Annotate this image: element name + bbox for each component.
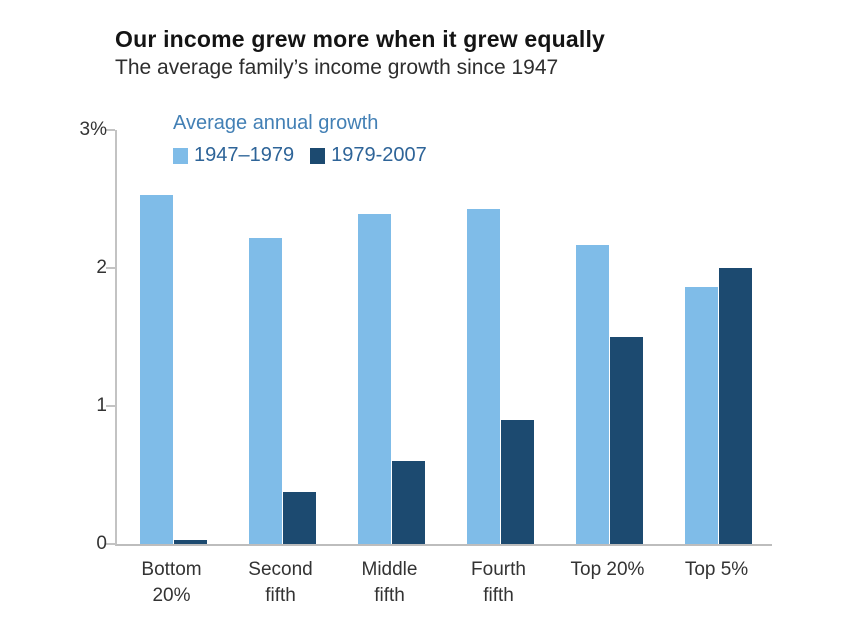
bar-1979-2007-top-5 bbox=[719, 268, 752, 544]
bar-group-second-fifth bbox=[249, 130, 317, 544]
x-axis-label-top-5: Top 5% bbox=[684, 559, 749, 580]
x-axis-label-top-20: Top 20% bbox=[570, 559, 645, 580]
bar-group-bottom-20 bbox=[140, 130, 208, 544]
y-axis-tick-3 bbox=[106, 129, 115, 131]
bar-1979-2007-bottom-20 bbox=[174, 540, 207, 544]
bar-1947-1979-top-5 bbox=[685, 287, 718, 544]
bar-1979-2007-fourth-fifth bbox=[501, 420, 534, 544]
bar-group-fourth-fifth bbox=[467, 130, 535, 544]
legend-title: Average annual growth bbox=[173, 112, 379, 134]
x-axis-label-fourth-fifth: Fourth fifth bbox=[471, 559, 526, 606]
bar-group-top-20 bbox=[576, 130, 644, 544]
bar-1979-2007-middle-fifth bbox=[392, 461, 425, 544]
bar-1947-1979-bottom-20 bbox=[140, 195, 173, 544]
chart-title: Our income grew more when it grew equall… bbox=[115, 26, 606, 52]
x-axis-label-middle-fifth: Middle fifth bbox=[361, 559, 418, 606]
legend-swatch-icon bbox=[173, 147, 188, 164]
y-axis-tick-1 bbox=[106, 405, 115, 407]
legend-row: 1947–1979 1979-2007 bbox=[173, 144, 427, 167]
legend-label: 1947–1979 bbox=[194, 144, 295, 166]
y-axis-label-0: 0 bbox=[96, 533, 107, 554]
y-axis-label-2: 2 bbox=[96, 257, 107, 278]
x-axis-label-bottom-20: Bottom 20% bbox=[141, 559, 202, 606]
x-axis-labels: Bottom 20% Second fifth Middle fifth Fourth… bbox=[115, 557, 770, 617]
legend-swatch-icon bbox=[310, 147, 326, 164]
bar-group-middle-fifth bbox=[358, 130, 426, 544]
chart-subtitle: The average family’s income growth since… bbox=[115, 56, 559, 79]
y-axis-label-3: 3% bbox=[79, 119, 107, 140]
bar-group-top-5 bbox=[685, 130, 753, 544]
bar-1979-2007-top-20 bbox=[610, 337, 643, 544]
bar-1947-1979-second-fifth bbox=[249, 238, 282, 544]
legend-item-1947-1979: 1947–1979 bbox=[173, 144, 294, 167]
y-axis-tick-0 bbox=[106, 543, 115, 545]
legend-label: 1979-2007 bbox=[331, 144, 427, 166]
x-axis-label-second-fifth: Second fifth bbox=[248, 559, 313, 606]
y-axis-tick-2 bbox=[106, 267, 115, 269]
plot-area bbox=[106, 129, 772, 546]
legend-item-1979-2007: 1979-2007 bbox=[310, 144, 427, 167]
bar-1947-1979-middle-fifth bbox=[358, 214, 391, 544]
bar-1979-2007-second-fifth bbox=[283, 492, 316, 544]
chart-legend: Average annual growth 1947–1979 1979-2007 bbox=[173, 112, 427, 167]
bar-1947-1979-top-20 bbox=[576, 245, 609, 544]
bar-1947-1979-fourth-fifth bbox=[467, 209, 500, 544]
y-axis-label-1: 1 bbox=[96, 395, 107, 416]
